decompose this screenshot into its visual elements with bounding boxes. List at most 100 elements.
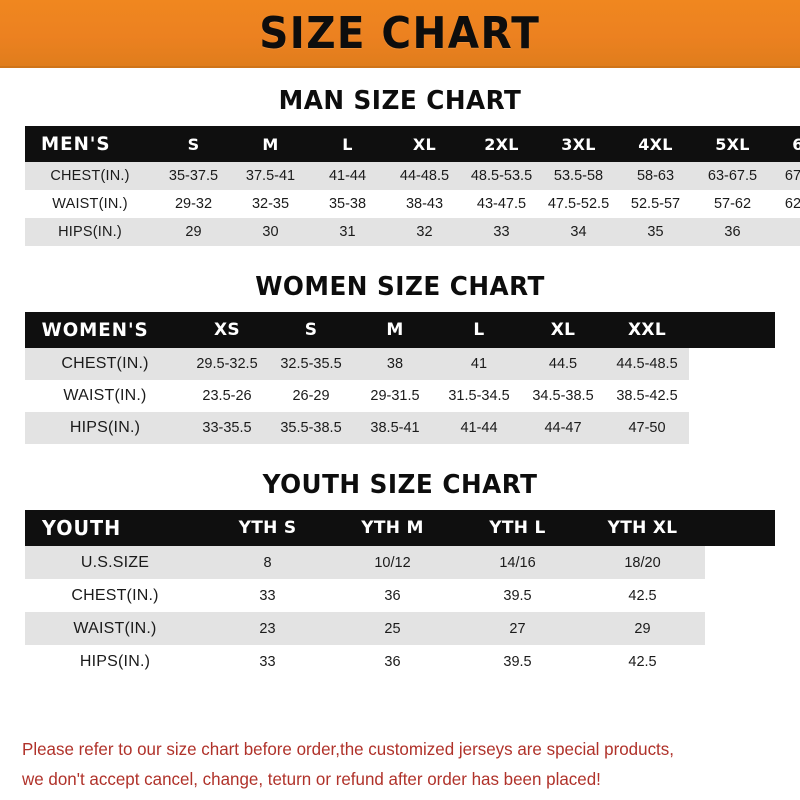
youth-cell-empty	[705, 546, 775, 579]
youth-col-header: YTH L	[489, 518, 546, 538]
women-cell: 31.5-34.5	[448, 388, 510, 404]
men-cell: 34	[570, 224, 587, 240]
men-col-header: 4XL	[638, 134, 673, 154]
youth-cell-empty	[705, 579, 775, 612]
men-cell: 52.5-57	[630, 196, 681, 212]
youth-cell: 36	[384, 587, 401, 604]
men-corner-label: MEN'S	[41, 133, 111, 155]
men-cell: 47.5-52.5	[547, 196, 610, 212]
youth-col-header: YTH S	[238, 518, 297, 538]
footer-line-1: Please refer to our size chart before or…	[22, 739, 674, 759]
men-row-label: HIPS(IN.)	[58, 224, 122, 240]
youth-cell: 10/12	[374, 554, 411, 571]
youth-size-table: YOUTH YTH S YTH M YTH L YTH XL U.S.SIZE …	[25, 510, 775, 678]
men-cell: 44-48.5	[399, 168, 450, 184]
women-row-label: CHEST(IN.)	[61, 355, 149, 372]
men-cell: 35-37.5	[168, 168, 219, 184]
women-cell: 32.5-35.5	[280, 356, 342, 372]
women-cell: 38.5-42.5	[616, 388, 678, 404]
footer-line-2: we don't accept cancel, change, teturn o…	[22, 769, 601, 789]
footer-notice: Please refer to our size chart before or…	[0, 734, 800, 794]
youth-cell: 33	[259, 587, 276, 604]
women-cell: 34.5-38.5	[532, 388, 594, 404]
women-cell: 33-35.5	[202, 420, 252, 436]
men-cell: 41-44	[328, 168, 367, 184]
man-table-wrapper: MEN'S S M L XL 2XL 3XL 4XL 5XL 6XL CHEST…	[25, 126, 800, 246]
men-header-row: MEN'S S M L XL 2XL 3XL 4XL 5XL 6XL	[25, 126, 800, 162]
women-cell: 41-44	[460, 420, 498, 436]
table-row: CHEST(IN.) 29.5-32.5 32.5-35.5 38 41 44.…	[25, 348, 775, 380]
women-col-header: L	[473, 320, 485, 340]
table-row: WAIST(IN.) 23 25 27 29	[25, 612, 775, 645]
women-cell: 44.5	[548, 356, 578, 372]
youth-cell: 18/20	[624, 554, 661, 571]
youth-cell: 39.5	[503, 653, 532, 670]
women-row-label: WAIST(IN.)	[63, 387, 147, 404]
youth-table-wrapper: YOUTH YTH S YTH M YTH L YTH XL U.S.SIZE …	[25, 510, 775, 678]
youth-row-label: WAIST(IN.)	[73, 619, 157, 637]
women-header-row: WOMEN'S XS S M L XL XXL	[25, 312, 775, 348]
youth-header-row: YOUTH YTH S YTH M YTH L YTH XL	[25, 510, 775, 546]
men-cell: 53.5-58	[553, 168, 604, 184]
women-col-header: XXL	[628, 320, 666, 340]
men-cell: 63-67.5	[707, 168, 758, 184]
women-col-header: S	[304, 320, 318, 340]
women-cell: 44.5-48.5	[616, 356, 678, 372]
men-cell: 35	[647, 224, 664, 240]
youth-col-header-empty	[705, 510, 775, 546]
youth-cell: 36	[384, 653, 401, 670]
table-row: HIPS(IN.) 33-35.5 35.5-38.5 38.5-41 41-4…	[25, 412, 775, 444]
women-cell: 38	[386, 356, 404, 372]
men-col-header: 6XL	[792, 134, 800, 154]
men-cell: 62-66.5	[784, 196, 800, 212]
youth-section-title: YOUTH SIZE CHART	[262, 470, 538, 500]
men-cell: 38-43	[405, 196, 444, 212]
men-cell: 29	[185, 224, 202, 240]
youth-cell: 23	[259, 620, 276, 637]
women-cell-empty	[689, 348, 775, 380]
women-cell: 29.5-32.5	[196, 356, 258, 372]
table-row: WAIST(IN.) 29-32 32-35 35-38 38-43 43-47…	[25, 190, 800, 218]
women-cell: 38.5-41	[370, 420, 420, 436]
men-cell: 30	[262, 224, 279, 240]
youth-col-header: YTH M	[361, 518, 424, 538]
man-section-title: MAN SIZE CHART	[278, 86, 522, 116]
women-col-header: M	[386, 320, 404, 340]
table-row: HIPS(IN.) 33 36 39.5 42.5	[25, 645, 775, 678]
table-row: CHEST(IN.) 35-37.5 37.5-41 41-44 44-48.5…	[25, 162, 800, 190]
youth-cell: 29	[634, 620, 651, 637]
women-col-header: XS	[214, 320, 240, 340]
men-col-header: 5XL	[715, 134, 750, 154]
page-title: SIZE CHART	[259, 7, 541, 59]
men-col-header: 3XL	[561, 134, 596, 154]
women-cell: 26-29	[292, 388, 330, 404]
youth-row-label: U.S.SIZE	[80, 553, 150, 571]
youth-col-header: YTH XL	[607, 518, 678, 538]
men-cell: 57-62	[713, 196, 752, 212]
table-row: U.S.SIZE 8 10/12 14/16 18/20	[25, 546, 775, 579]
women-cell: 41	[470, 356, 488, 372]
men-cell: 33	[493, 224, 510, 240]
youth-cell: 27	[509, 620, 526, 637]
youth-cell: 42.5	[628, 587, 657, 604]
women-cell-empty	[689, 412, 775, 444]
youth-cell: 14/16	[499, 554, 536, 571]
women-section-title: WOMEN SIZE CHART	[255, 272, 545, 302]
women-cell: 47-50	[628, 420, 666, 436]
women-col-header-empty	[689, 312, 775, 348]
men-col-header: 2XL	[484, 134, 519, 154]
men-col-header: XL	[412, 134, 437, 154]
men-col-header: M	[262, 134, 279, 154]
women-table-wrapper: WOMEN'S XS S M L XL XXL CHEST(IN.) 29.5-…	[25, 312, 775, 444]
men-cell: 32	[416, 224, 433, 240]
women-corner-label: WOMEN'S	[41, 319, 149, 341]
men-cell: 35-38	[328, 196, 367, 212]
women-cell: 29-31.5	[370, 388, 420, 404]
men-cell: 31	[339, 224, 356, 240]
men-cell: 67.5-72	[784, 168, 800, 184]
youth-cell: 25	[384, 620, 401, 637]
youth-cell-empty	[705, 645, 775, 678]
page-banner: SIZE CHART	[0, 0, 800, 68]
youth-cell: 39.5	[503, 587, 532, 604]
table-row: CHEST(IN.) 33 36 39.5 42.5	[25, 579, 775, 612]
